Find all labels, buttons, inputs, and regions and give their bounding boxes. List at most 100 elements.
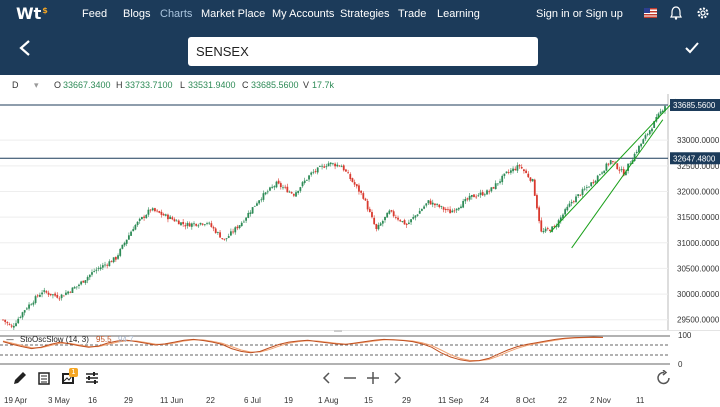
back-arrow-icon[interactable] [18, 38, 32, 62]
candle [407, 219, 410, 225]
candle [475, 194, 478, 199]
candle [527, 171, 530, 178]
indicators-icon[interactable] [60, 370, 76, 390]
candle [158, 210, 161, 214]
candle [82, 280, 85, 283]
candle [366, 198, 369, 212]
candle [43, 287, 46, 294]
time-tick: 19 Apr [4, 396, 28, 405]
nav-charts[interactable]: Charts [160, 8, 193, 20]
candle [358, 183, 360, 195]
horizontal-lines[interactable] [0, 104, 668, 159]
study-tick-100: 100 [678, 331, 692, 340]
trend-channel[interactable] [549, 98, 677, 249]
candle [531, 178, 534, 182]
candle [559, 215, 562, 224]
candle [388, 209, 391, 215]
chevron-down-icon[interactable]: ▾ [34, 80, 39, 90]
candle [468, 192, 471, 202]
gear-icon[interactable] [696, 6, 710, 23]
bell-icon[interactable] [670, 6, 682, 23]
scroll-left-icon[interactable] [322, 370, 332, 390]
zoom-in-icon[interactable] [366, 370, 380, 390]
list-icon[interactable] [36, 370, 52, 390]
nav-feed[interactable]: Feed [82, 8, 108, 20]
candle [538, 205, 541, 224]
nav-market-place[interactable]: Market Place [201, 8, 266, 20]
candle [80, 280, 83, 286]
pencil-icon[interactable] [12, 370, 28, 390]
nav-trade[interactable]: Trade [398, 8, 427, 20]
panel-resize-handle[interactable] [334, 330, 342, 332]
candle [509, 167, 512, 175]
stochastic-panel[interactable]: — StoOscSlow (14, 3) 95.5 94.7 100 0 [0, 330, 720, 368]
price-tick: 32000.0000 [677, 187, 720, 196]
candle [110, 260, 113, 263]
signin-link[interactable]: Sign in or Sign up [536, 8, 623, 20]
settings-sliders-icon[interactable] [84, 370, 100, 390]
interval-selector[interactable]: D [12, 80, 19, 90]
candle [236, 224, 239, 231]
candle [240, 221, 243, 227]
logo[interactable]: Wt$ [16, 4, 48, 23]
candle [12, 323, 15, 330]
candle [245, 216, 247, 223]
candle [210, 220, 213, 228]
candle [375, 223, 378, 232]
candle [384, 216, 386, 223]
flag-icon[interactable] [644, 7, 657, 21]
candle [156, 208, 159, 213]
candle [340, 164, 343, 168]
candle [644, 133, 647, 141]
candle [162, 212, 165, 216]
trend-line[interactable] [571, 119, 664, 249]
nav-my-accounts[interactable]: My Accounts [272, 8, 335, 20]
checkmark-icon[interactable] [684, 39, 700, 60]
zoom-out-icon[interactable] [343, 370, 357, 390]
time-tick: 3 May [48, 396, 70, 405]
candle [249, 210, 252, 217]
candle [54, 291, 56, 298]
candle [612, 160, 614, 165]
reset-icon[interactable] [655, 369, 673, 390]
candle [17, 316, 20, 324]
candle [28, 302, 30, 311]
symbol-search-input[interactable] [188, 37, 538, 66]
candle [577, 194, 580, 198]
candle [75, 286, 78, 290]
study-collapse-icon[interactable]: — [6, 335, 14, 344]
candle [503, 173, 506, 179]
study-label[interactable]: StoOscSlow (14, 3) [20, 335, 89, 344]
candle [86, 275, 89, 284]
close-value: 33685.5600 [251, 80, 299, 90]
nav-learning[interactable]: Learning [437, 8, 480, 20]
time-tick: 11 [636, 396, 645, 405]
candle [160, 209, 163, 218]
price-chart[interactable]: 29500.0000 30000.0000 30500.0000 31000.0000… [0, 94, 720, 330]
candle [494, 180, 497, 190]
price-grid [0, 94, 669, 330]
candle [314, 168, 317, 174]
candle [132, 226, 135, 232]
candle [638, 144, 640, 154]
candle [2, 319, 4, 321]
candle [601, 171, 603, 175]
candle [351, 177, 354, 183]
candle [403, 218, 406, 225]
nav-strategies[interactable]: Strategies [340, 8, 390, 20]
candle [216, 231, 219, 235]
nav-blogs[interactable]: Blogs [123, 8, 151, 20]
scroll-right-icon[interactable] [392, 370, 402, 390]
candle [334, 162, 336, 170]
open-value: 33667.3400 [63, 80, 111, 90]
candle [447, 206, 449, 212]
candle [353, 179, 356, 187]
time-tick: 29 [124, 396, 133, 405]
trend-line[interactable] [549, 98, 677, 233]
candle [60, 293, 63, 301]
candle [373, 215, 376, 225]
candle [473, 194, 475, 198]
candle [262, 190, 265, 202]
candle [655, 114, 658, 123]
candle [525, 168, 527, 174]
